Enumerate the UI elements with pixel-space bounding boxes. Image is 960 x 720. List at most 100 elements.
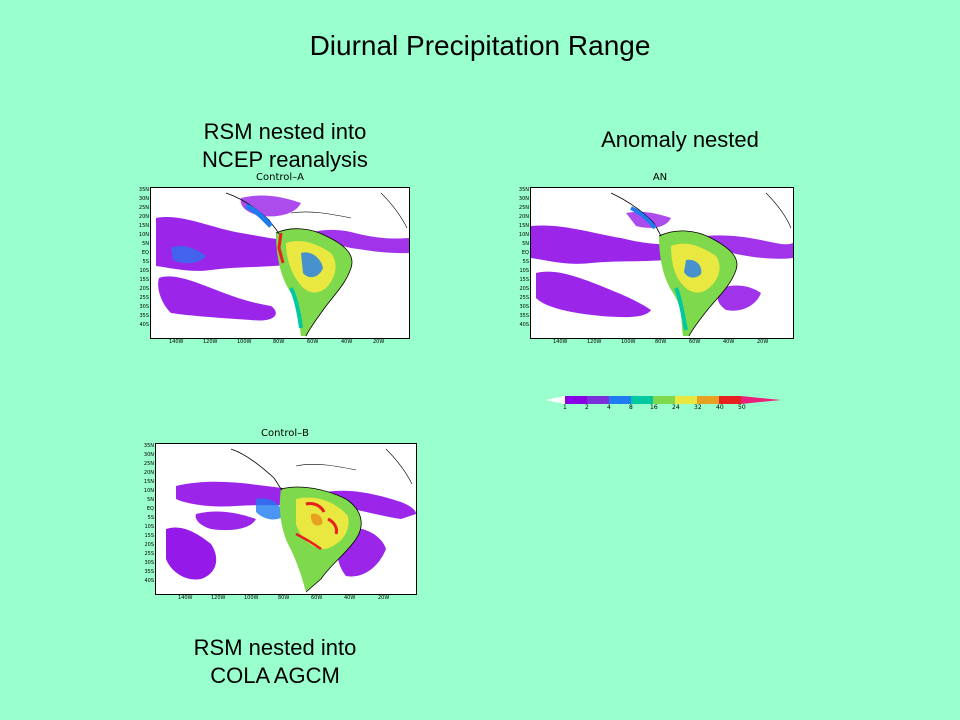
lat-tick: 20S [519,286,529,292]
colorbar-tick: 40 [716,404,724,411]
caption-anomaly-line1: Anomaly nested [601,127,759,152]
lat-tick: 35N [518,187,529,193]
colorbar-tick: 32 [694,404,702,411]
lat-tick: 40S [139,322,149,328]
lat-tick: 25N [518,205,529,211]
map-panel-an: 35N 30N 25N 20N 15N 10N 5N EQ 5S 10S 15S… [519,187,794,345]
lon-tick: 80W [278,595,290,601]
colorbar-segment [609,396,631,404]
colorbar-segment [741,396,781,404]
lat-tick: 40S [144,578,154,584]
lat-tick: 15S [519,277,529,283]
lat-tick: 5N [142,241,149,247]
lon-tick: 40W [344,595,356,601]
colorbar-tick: 50 [738,404,746,411]
lat-tick: 20N [518,214,529,220]
caption-control-a-line2: NCEP reanalysis [202,147,368,172]
lon-tick: 100W [621,339,636,345]
lat-tick: 35S [144,569,154,575]
lat-tick: 5S [142,259,149,265]
lon-tick: 140W [178,595,193,601]
lat-tick: 30N [143,452,154,458]
lat-tick: 40S [519,322,529,328]
lon-tick: 20W [757,339,769,345]
lat-tick: 20N [143,470,154,476]
lat-tick: 10N [138,232,149,238]
page-title: Diurnal Precipitation Range [309,30,651,61]
colorbar [545,396,781,404]
lat-tick: 25N [143,461,154,467]
lat-tick: 25S [139,295,149,301]
colorbar-segment [565,396,587,404]
lat-axis-a: 35N 30N 25N 20N 15N 10N 5N EQ 5S 10S 15S… [137,188,149,338]
lat-axis-an: 35N 30N 25N 20N 15N 10N 5N EQ 5S 10S 15S… [517,188,529,338]
lon-tick: 80W [655,339,667,345]
lat-tick: 5N [522,241,529,247]
lat-tick: EQ [141,250,149,256]
lat-tick: 15N [143,479,154,485]
colorbar-segment [587,396,609,404]
lon-tick: 140W [553,339,568,345]
lat-tick: 35N [143,443,154,449]
caption-control-a-line1: RSM nested into [203,119,367,144]
lat-tick: 15N [518,223,529,229]
caption-anomaly-nested: Anomaly nested [560,126,800,154]
lon-axis-a: 140W 120W 100W 80W 60W 40W 20W [151,340,409,348]
lat-tick: 25N [138,205,149,211]
lat-tick: 5S [147,515,154,521]
lat-axis-b: 35N 30N 25N 20N 15N 10N 5N EQ 5S 10S 15S… [142,444,154,594]
lon-tick: 120W [211,595,226,601]
lat-tick: 35S [519,313,529,319]
lon-tick: 120W [203,339,218,345]
lon-tick: 60W [307,339,319,345]
lon-axis-an: 140W 120W 100W 80W 60W 40W 20W [531,340,793,348]
colorbar-ticks: 1 2 4 8 16 24 32 40 50 [545,404,785,412]
lat-tick: 15S [139,277,149,283]
lat-tick: 25S [519,295,529,301]
lat-tick: 15N [138,223,149,229]
lon-tick: 20W [378,595,390,601]
map-label-control-a: Control–A [256,172,304,183]
caption-control-b-line1: RSM nested into [193,635,357,660]
lat-tick: 15S [144,533,154,539]
map-label-control-b: Control–B [260,428,309,439]
lat-tick: EQ [521,250,529,256]
map-control-a [156,192,409,337]
colorbar-tick: 16 [650,404,658,411]
lat-tick: 20S [144,542,154,548]
lat-tick: 20N [138,214,149,220]
caption-control-b: RSM nested into COLA AGCM [160,634,390,690]
caption-control-b-line2: COLA AGCM [210,663,340,688]
lat-tick: 5S [522,259,529,265]
colorbar-segment [653,396,675,404]
colorbar-tick: 8 [629,404,633,411]
colorbar-tick: 4 [607,404,611,411]
colorbar-tick: 2 [585,404,589,411]
lat-tick: 30N [518,196,529,202]
lon-tick: 60W [311,595,323,601]
colorbar-tick: 1 [563,404,567,411]
map-panel-control-b: 35N 30N 25N 20N 15N 10N 5N EQ 5S 10S 15S… [144,443,417,601]
lon-tick: 120W [587,339,602,345]
lon-tick: 20W [373,339,385,345]
lon-tick: 140W [169,339,184,345]
map-control-b [166,448,416,593]
colorbar-segment [631,396,653,404]
caption-control-a: RSM nested into NCEP reanalysis [170,118,400,174]
lat-tick: 30N [138,196,149,202]
map-an [531,192,793,337]
map-panel-control-a: 35N 30N 25N 20N 15N 10N 5N EQ 5S 10S 15S… [139,187,410,345]
lon-tick: 80W [273,339,285,345]
lat-tick: 35N [138,187,149,193]
lat-tick: 10N [518,232,529,238]
lon-tick: 60W [689,339,701,345]
lat-tick: 30S [519,304,529,310]
lat-tick: 25S [144,551,154,557]
lon-tick: 100W [244,595,259,601]
map-label-an: AN [652,172,668,183]
colorbar-segment [697,396,719,404]
lat-tick: EQ [146,506,154,512]
lat-tick: 20S [139,286,149,292]
lat-tick: 30S [144,560,154,566]
lat-tick: 35S [139,313,149,319]
